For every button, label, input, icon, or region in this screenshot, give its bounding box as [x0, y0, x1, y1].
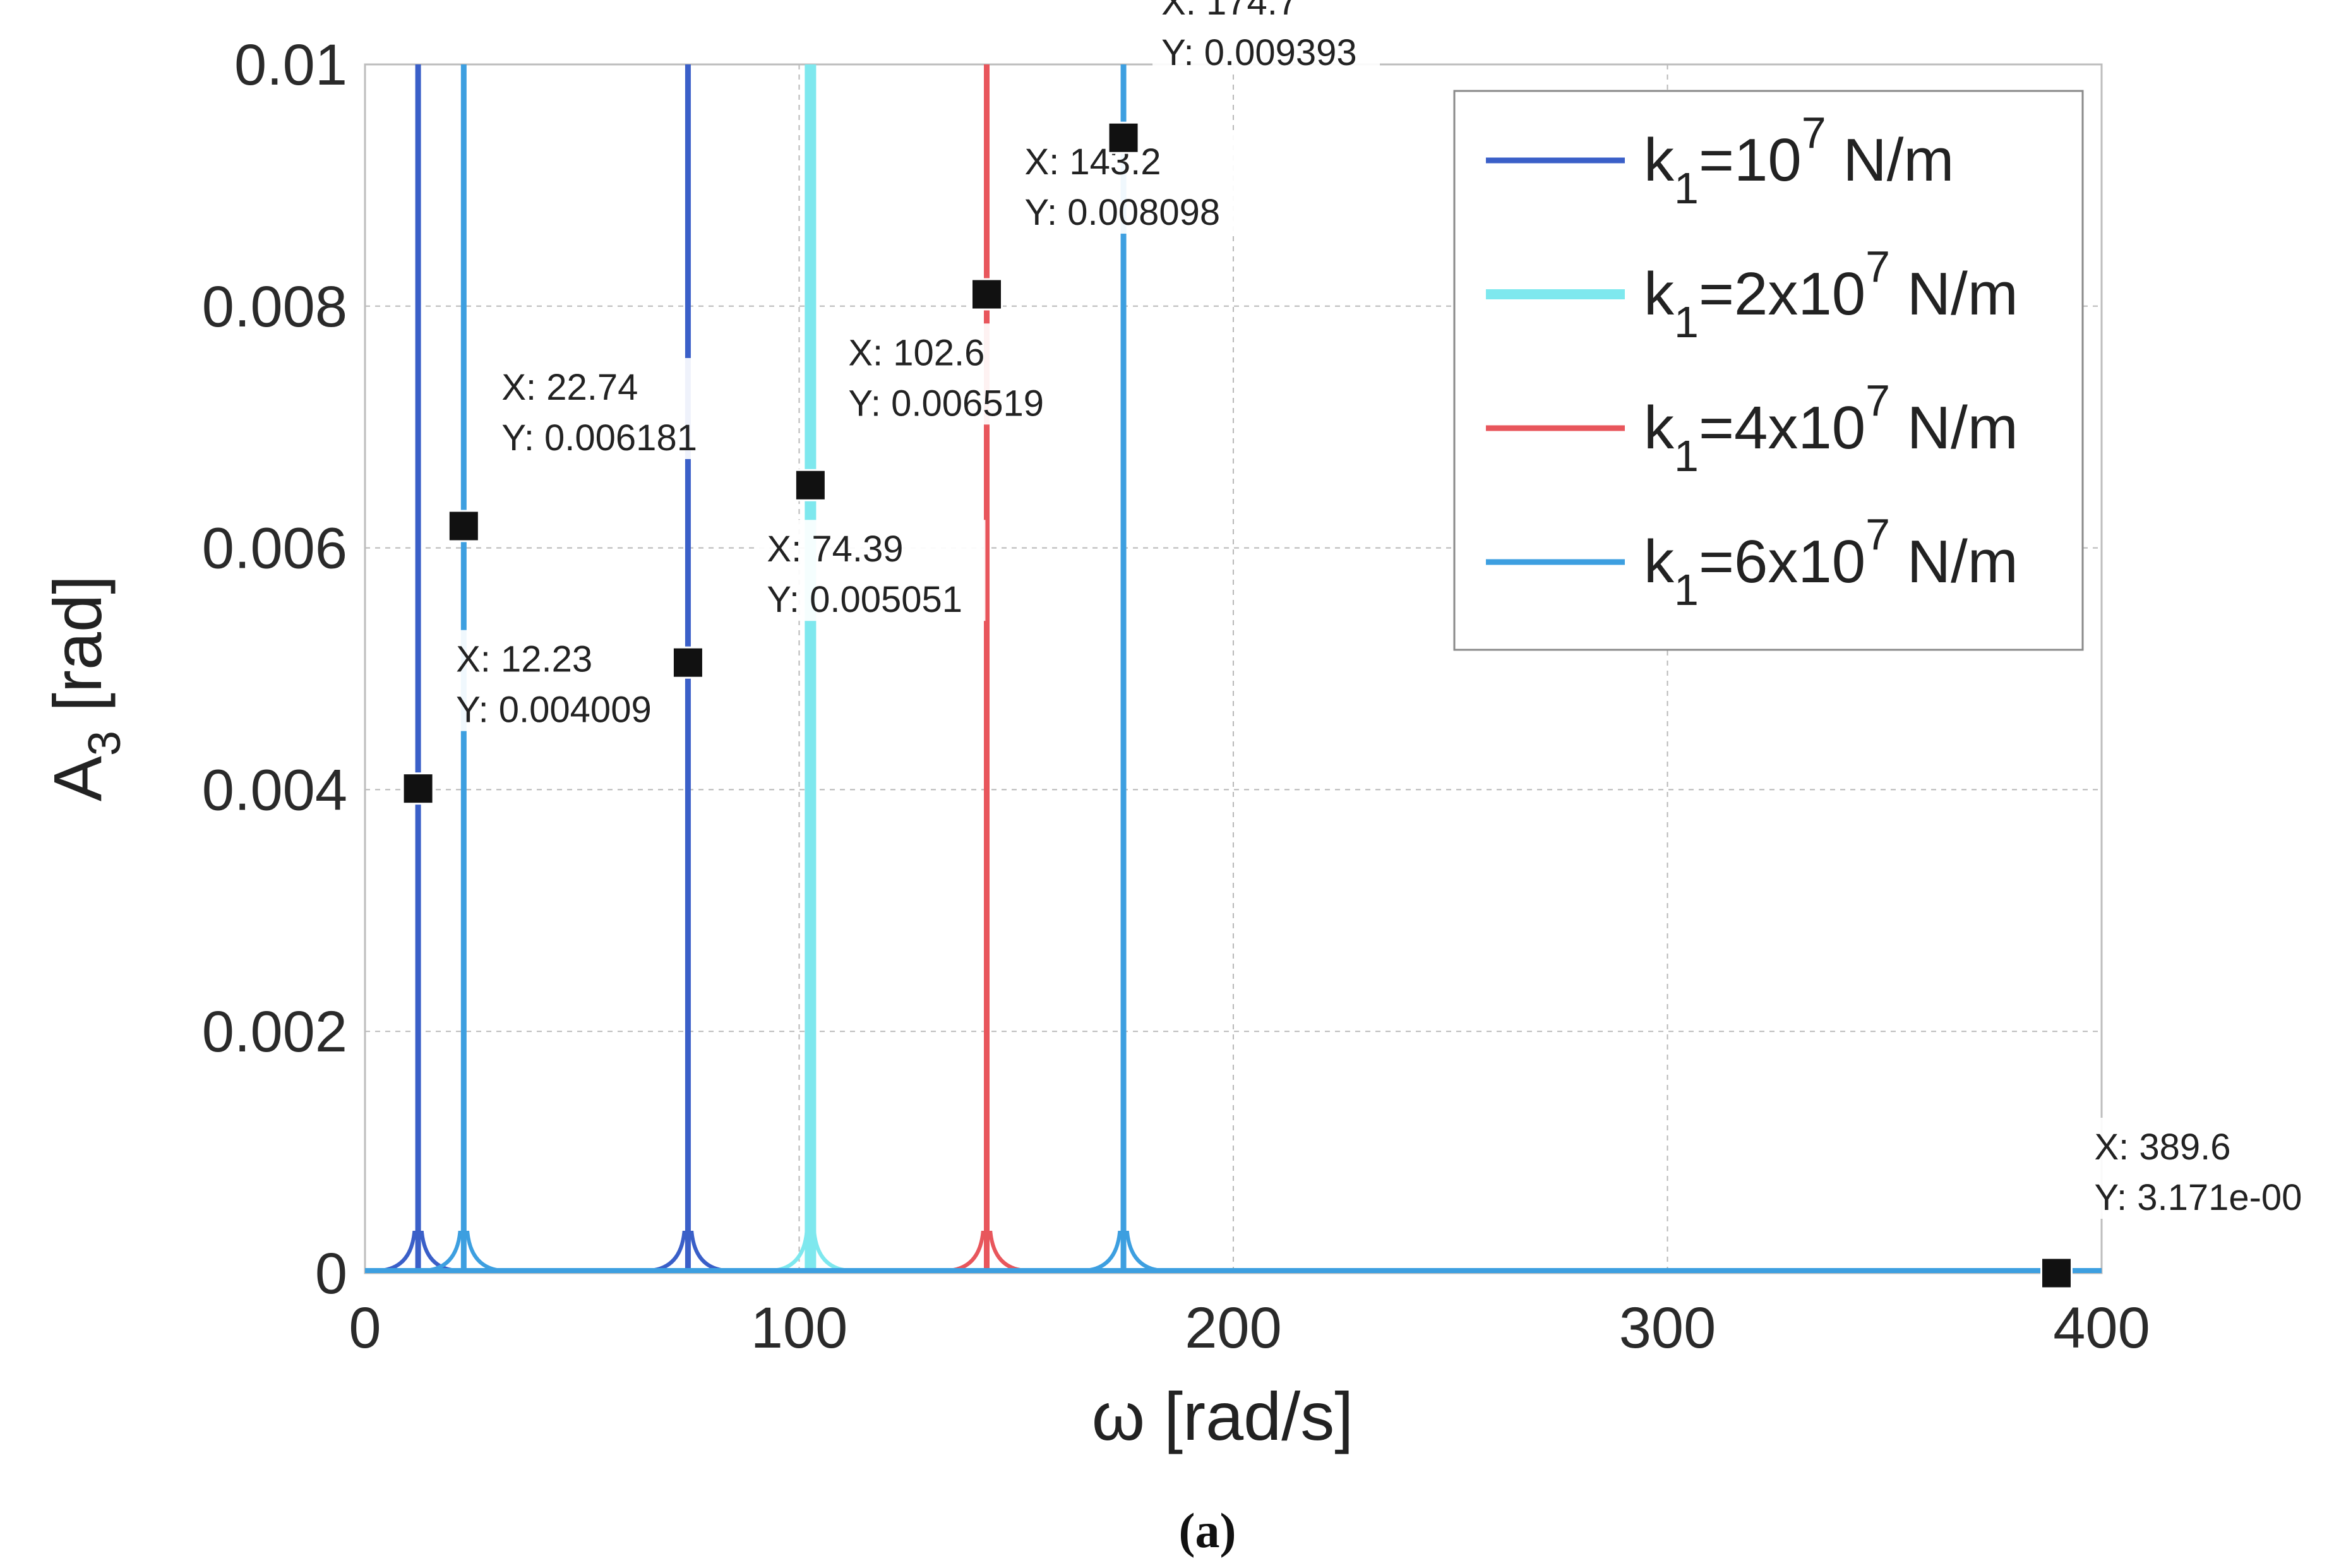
- datatip-y-1: Y: 0.006181: [501, 417, 697, 458]
- legend-label-2: k1=2x107 N/m: [1644, 242, 2018, 347]
- datatip-y-0: Y: 0.004009: [456, 690, 652, 731]
- x-axis-label: ω [rad/s]: [1092, 1378, 1353, 1454]
- legend: k1=107 N/m k1=2x107 N/m k1=4x107 N/m k1=6x1…: [1453, 90, 2084, 651]
- y-tick-label-5: 0.01: [234, 33, 347, 97]
- y-tick-label-2: 0.004: [202, 758, 347, 822]
- figure-caption: (a): [1179, 1503, 1236, 1558]
- datatip-0: X: 12.23 Y: 0.004009: [402, 630, 675, 805]
- datatip-2: X: 74.39 Y: 0.005051: [671, 520, 986, 679]
- x-tick-label-3: 300: [1619, 1296, 1716, 1360]
- y-axis-label-main: A: [39, 756, 116, 801]
- datatip-y-6: Y: 3.171e-00: [2095, 1177, 2302, 1218]
- datatip-x-6: X: 389.6: [2095, 1127, 2231, 1168]
- y-tick-label-1: 0.002: [202, 1000, 347, 1064]
- x-tick-label-1: 100: [751, 1296, 848, 1360]
- datatip-marker-6: [2040, 1257, 2073, 1290]
- y-tick-label-0: 0: [315, 1242, 347, 1306]
- x-tick-label-2: 200: [1185, 1296, 1282, 1360]
- datatip-marker-0: [402, 772, 434, 805]
- legend-label-1: k1=107 N/m: [1644, 108, 1954, 213]
- datatip-box-6: [2085, 1118, 2313, 1219]
- datatip-box-0: [447, 630, 675, 731]
- legend-label-3: k1=4x107 N/m: [1644, 376, 2018, 481]
- datatip-y-4: Y: 0.008098: [1025, 192, 1221, 233]
- tick-labels: 0 100 200 300 400 0 0.002 0.004 0.006 0.008 0.01: [202, 33, 2150, 1360]
- y-axis-label-sub: 3: [80, 731, 130, 756]
- datatip-5: X: 174.7 Y: 0.009393: [1107, 0, 1380, 154]
- datatip-6: X: 389.6 Y: 3.171e-00: [2040, 1118, 2313, 1290]
- datatip-y-3: Y: 0.006519: [848, 383, 1044, 424]
- y-tick-label-3: 0.006: [202, 517, 347, 581]
- legend-item-4: k1=6x107 N/m: [1486, 510, 2018, 614]
- datatip-box-2: [758, 520, 986, 621]
- datatip-x-4: X: 143.2: [1025, 141, 1161, 183]
- datatip-marker-4: [971, 278, 1003, 311]
- datatip-x-0: X: 12.23: [456, 639, 592, 680]
- series-3: [949, 64, 1025, 1273]
- legend-item-1: k1=107 N/m: [1486, 108, 1954, 213]
- datatip-box-1: [493, 357, 721, 459]
- x-tick-label-0: 0: [349, 1296, 381, 1360]
- datatip-box-3: [839, 323, 1067, 425]
- datatip-box-5: [1152, 0, 1380, 75]
- datatip-y-5: Y: 0.009393: [1161, 32, 1357, 73]
- legend-item-2: k1=2x107 N/m: [1486, 242, 2018, 347]
- datatip-x-3: X: 102.6: [848, 332, 984, 373]
- series-2: [772, 64, 849, 1273]
- datatip-marker-1: [447, 510, 480, 542]
- y-tick-label-4: 0.008: [202, 275, 347, 339]
- y-axis-label: A3 [rad]: [39, 575, 130, 801]
- datatip-3: X: 102.6 Y: 0.006519: [794, 323, 1067, 501]
- legend-item-3: k1=4x107 N/m: [1486, 376, 2018, 481]
- legend-label-4: k1=6x107 N/m: [1644, 510, 2018, 614]
- datatip-marker-2: [671, 646, 704, 679]
- legend-box: [1453, 90, 2084, 651]
- datatip-x-2: X: 74.39: [767, 529, 903, 570]
- x-tick-label-4: 400: [2053, 1296, 2150, 1360]
- y-axis-label-unit: [rad]: [39, 575, 116, 731]
- datatip-x-5: X: 174.7: [1161, 0, 1298, 23]
- datatip-marker-3: [794, 469, 827, 501]
- datatip-x-1: X: 22.74: [501, 367, 638, 408]
- datatip-marker-5: [1107, 121, 1140, 154]
- datatip-1: X: 22.74 Y: 0.006181: [447, 357, 721, 542]
- datatip-y-2: Y: 0.005051: [767, 579, 962, 620]
